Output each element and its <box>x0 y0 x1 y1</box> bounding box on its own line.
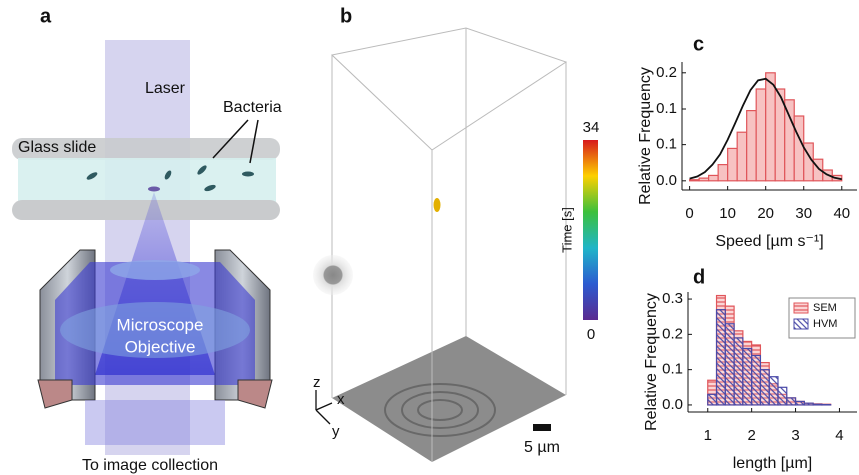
x-tick-label: 20 <box>757 205 774 222</box>
output-label: To image collection <box>82 457 218 474</box>
bar <box>804 403 813 405</box>
x-tick-label: 1 <box>704 427 712 444</box>
x-tick-label: 4 <box>835 427 843 444</box>
y-tick-label: 0.0 <box>656 172 677 189</box>
y-tick-label: 0.0 <box>662 396 683 413</box>
y-tick-label: 0.2 <box>656 64 677 81</box>
scale-bar <box>533 424 551 431</box>
panel-label: a <box>40 5 52 27</box>
x-tick-label: 40 <box>833 205 850 222</box>
x-tick-label: 3 <box>791 427 799 444</box>
bar <box>718 165 728 181</box>
lens-top <box>110 260 200 280</box>
bar <box>743 348 752 404</box>
axis-z: z <box>313 374 321 391</box>
figure: a Laser Bacteria Glass slide Microscope … <box>0 0 859 475</box>
colorbar-max: 34 <box>583 119 600 136</box>
bar <box>725 324 734 405</box>
slide-water <box>18 158 276 202</box>
scale-label: 5 µm <box>524 439 560 456</box>
bar <box>796 401 805 405</box>
panel-b: 34 0 Time [s] z x y 5 µm b <box>313 5 599 462</box>
bar <box>752 356 761 405</box>
bar <box>709 175 719 180</box>
x-axis-label: Speed [µm s⁻¹] <box>715 233 823 250</box>
bar <box>794 116 804 181</box>
objective-label: Microscope <box>117 315 204 334</box>
bar <box>699 178 709 181</box>
laser-label: Laser <box>145 80 186 97</box>
bar <box>778 387 787 405</box>
panel-label: c <box>693 33 704 55</box>
legend-swatch <box>794 303 808 313</box>
x-axis-label: length [µm] <box>733 455 812 472</box>
panel-a: a Laser Bacteria Glass slide Microscope … <box>12 5 282 474</box>
bar <box>708 394 717 405</box>
legend-swatch <box>794 319 808 329</box>
axis-y: y <box>332 423 340 440</box>
pointer-spot <box>313 255 353 295</box>
bar <box>747 111 757 181</box>
legend-label: HVM <box>813 318 837 330</box>
bar <box>813 404 822 405</box>
bar <box>717 310 726 405</box>
bar <box>737 132 747 181</box>
bacteria-label: Bacteria <box>223 99 282 116</box>
slide-label: Glass slide <box>18 139 96 156</box>
x-tick-label: 0 <box>685 205 693 222</box>
bar <box>734 338 743 405</box>
output-beam <box>85 400 225 445</box>
panel-label: b <box>340 5 352 27</box>
colorbar <box>583 140 598 320</box>
bar <box>785 100 795 181</box>
axis-x: x <box>337 391 345 408</box>
legend-label: SEM <box>813 302 837 314</box>
y-tick-label: 0.1 <box>656 136 677 153</box>
axis-triad <box>316 390 332 424</box>
y-axis-label: Relative Frequency <box>643 293 660 431</box>
y-tick-label: 0.1 <box>656 100 677 117</box>
x-tick-label: 2 <box>747 427 755 444</box>
objective-label: Objective <box>125 337 196 356</box>
track <box>434 198 441 212</box>
colorbar-min: 0 <box>587 326 595 343</box>
y-tick-label: 0.2 <box>662 325 683 342</box>
y-axis-label: Relative Frequency <box>637 67 654 205</box>
colorbar-title: Time [s] <box>559 207 574 253</box>
bar <box>756 89 766 181</box>
bar <box>766 73 776 181</box>
x-tick-label: 10 <box>719 205 736 222</box>
bar <box>787 398 796 405</box>
panel-label: d <box>693 266 705 288</box>
bar <box>690 180 700 181</box>
bar <box>760 370 769 405</box>
x-tick-label: 30 <box>795 205 812 222</box>
bar <box>769 377 778 405</box>
y-tick-label: 0.3 <box>662 290 683 307</box>
bar <box>728 148 738 180</box>
y-tick-label: 0.1 <box>662 361 683 378</box>
